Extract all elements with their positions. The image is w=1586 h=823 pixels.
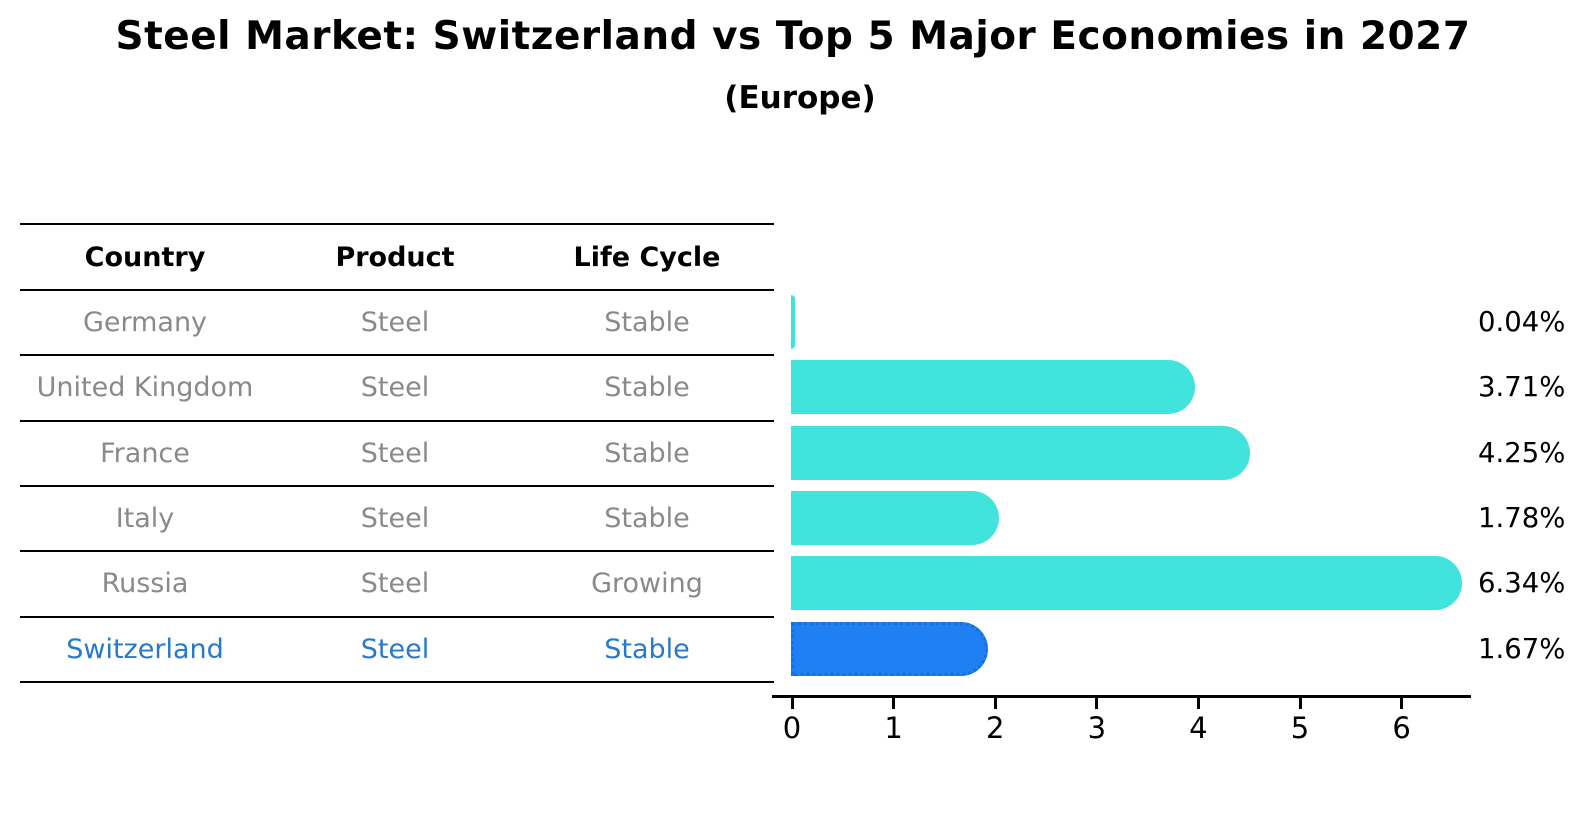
- table-cell-life-cycle: Stable: [604, 633, 690, 665]
- table-row: United Kingdom Steel Stable: [20, 356, 774, 422]
- table-cell-life-cycle: Stable: [604, 437, 690, 469]
- country-table: Country Product Life Cycle Germany Steel…: [20, 223, 774, 683]
- x-tick-label: 1: [884, 711, 903, 745]
- table-cell-product: Steel: [360, 568, 430, 600]
- table-row: Russia Steel Growing: [20, 552, 774, 618]
- bar-united-kingdom: [791, 360, 1195, 415]
- x-tick: [1298, 698, 1302, 709]
- table-cell-country: Germany: [82, 307, 208, 339]
- table-header-row: Country Product Life Cycle: [20, 223, 774, 291]
- table-cell-product: Steel: [360, 307, 430, 339]
- x-tick-label: 0: [782, 711, 802, 745]
- x-tick: [1400, 698, 1404, 709]
- bar-russia: [791, 556, 1463, 611]
- table-cell-product: Steel: [360, 372, 430, 404]
- table-cell-country: France: [100, 437, 190, 469]
- value-label: 6.34%: [1478, 567, 1566, 600]
- x-tick: [1095, 698, 1099, 709]
- table-cell-country: Switzerland: [66, 633, 224, 665]
- x-tick: [790, 698, 794, 709]
- table-row: France Steel Stable: [20, 422, 774, 487]
- bar-italy: [791, 491, 999, 546]
- table-row: Italy Steel Stable: [20, 487, 774, 553]
- value-label: 3.71%: [1478, 371, 1566, 404]
- x-tick: [1196, 698, 1200, 709]
- table-cell-life-cycle: Growing: [591, 568, 703, 600]
- table-cell-product: Steel: [360, 633, 430, 665]
- table-row: Switzerland Steel Stable: [20, 618, 774, 683]
- value-label: 1.67%: [1478, 632, 1566, 665]
- table-cell-life-cycle: Stable: [604, 503, 690, 535]
- table-cell-country: Italy: [115, 503, 175, 535]
- table-cell-country: United Kingdom: [36, 372, 254, 404]
- table-cell-country: Russia: [101, 568, 189, 600]
- bar-france: [791, 425, 1250, 480]
- table-header-country: Country: [84, 241, 206, 273]
- table-row: Germany Steel Stable: [20, 291, 774, 357]
- bar-switzerland: [791, 621, 988, 676]
- x-tick: [993, 698, 997, 709]
- table-cell-product: Steel: [360, 503, 430, 535]
- bar-germany: [791, 295, 796, 350]
- value-label: 4.25%: [1478, 436, 1566, 469]
- chart-subtitle: (Europe): [724, 80, 876, 116]
- x-tick-label: 2: [985, 711, 1005, 745]
- table-header-product: Product: [335, 241, 455, 273]
- table-cell-product: Steel: [360, 437, 430, 469]
- table-body: Germany Steel Stable United Kingdom Stee…: [20, 291, 774, 683]
- table-cell-life-cycle: Stable: [604, 372, 690, 404]
- chart-title: Steel Market: Switzerland vs Top 5 Major…: [115, 14, 1471, 59]
- x-tick-label: 3: [1087, 711, 1107, 745]
- table-cell-life-cycle: Stable: [604, 307, 690, 339]
- x-tick: [892, 698, 896, 709]
- x-tick-label: 4: [1189, 711, 1208, 745]
- table-header-life-cycle: Life Cycle: [573, 241, 721, 273]
- x-axis-line: [772, 695, 1471, 698]
- value-label: 1.78%: [1478, 502, 1566, 535]
- x-tick-label: 6: [1392, 711, 1411, 745]
- value-label: 0.04%: [1478, 306, 1566, 339]
- x-tick-label: 5: [1290, 711, 1310, 745]
